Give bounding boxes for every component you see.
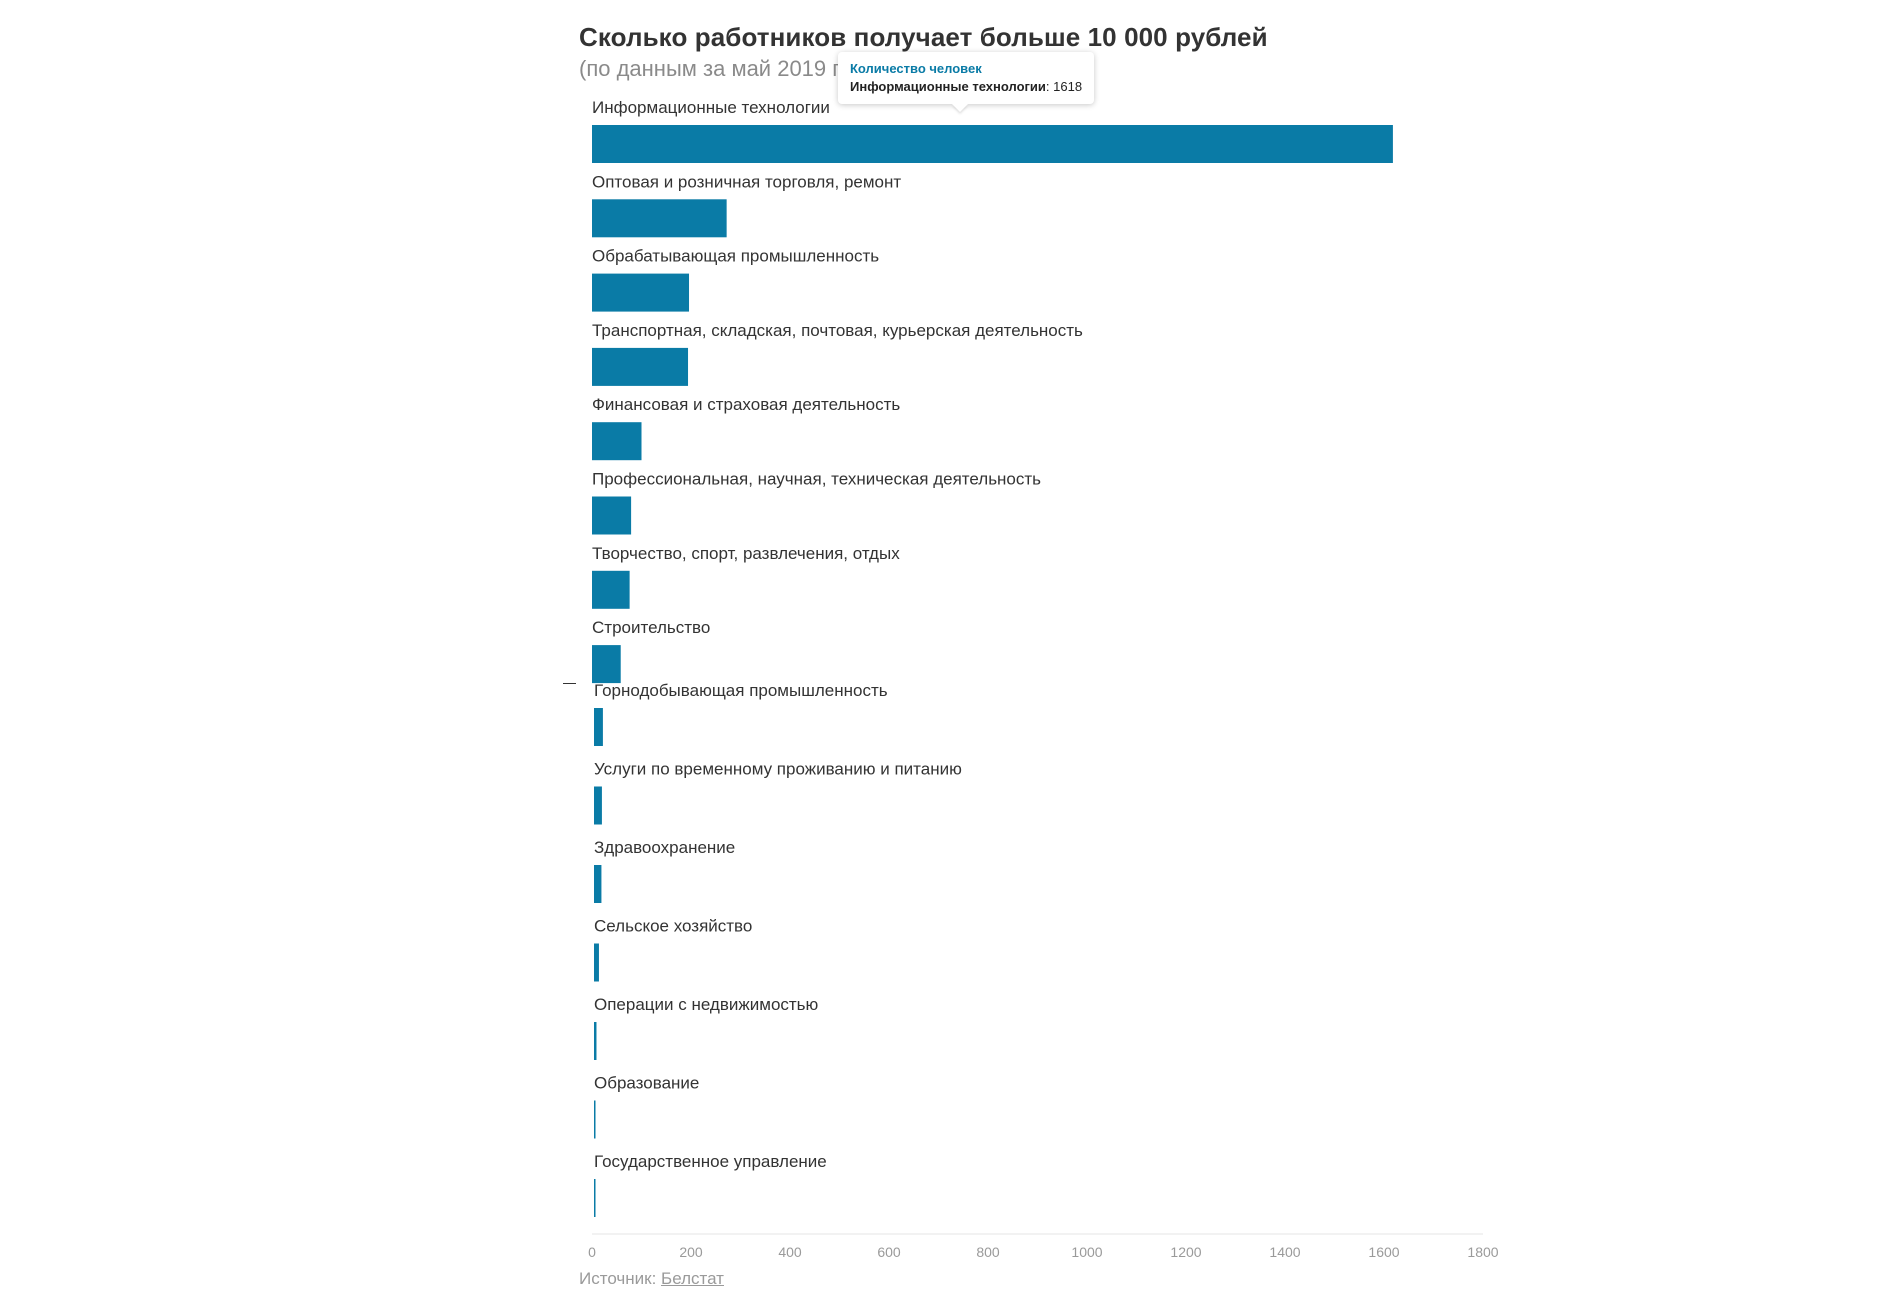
x-tick-label: 1800 <box>1467 1244 1498 1260</box>
tooltip-separator: : <box>1045 79 1054 94</box>
bar[interactable] <box>592 422 642 461</box>
bar[interactable] <box>592 570 630 609</box>
bar[interactable] <box>592 273 690 312</box>
tooltip-row: Информационные технологии: 1618 <box>850 79 1082 94</box>
x-tick-label: 600 <box>877 1244 901 1260</box>
source-note: Источник: Белстат <box>579 1269 724 1289</box>
bar[interactable] <box>594 865 602 903</box>
category-label: Строительство <box>592 618 710 637</box>
x-axis: 0 200 400 600 800 1000 1200 1400 1600 1800 <box>588 1233 1499 1260</box>
bar[interactable] <box>592 645 621 684</box>
source-link[interactable]: Белстат <box>661 1269 724 1288</box>
tooltip-arrow <box>952 104 968 112</box>
bar[interactable] <box>594 786 602 825</box>
x-tick-label: 1600 <box>1368 1244 1399 1260</box>
category-label: Услуги по временному проживанию и питани… <box>594 760 962 779</box>
category-label: Сельское хозяйство <box>594 917 752 936</box>
bar[interactable] <box>594 708 603 746</box>
x-tick-label: 1400 <box>1269 1244 1300 1260</box>
tooltip-value: 1618 <box>1053 79 1083 94</box>
category-label: Государственное управление <box>594 1152 827 1171</box>
bar[interactable] <box>592 199 727 238</box>
category-label: Обрабатывающая промышленность <box>592 247 879 266</box>
category-label: Транспортная, складская, почтовая, курье… <box>592 321 1083 340</box>
bar[interactable] <box>594 1100 596 1139</box>
x-tick-label: 800 <box>976 1244 1000 1260</box>
category-label: Профессиональная, научная, техническая д… <box>592 470 1041 489</box>
category-label: Операции с недвижимостью <box>594 995 819 1014</box>
dash-mark <box>563 683 576 684</box>
bar[interactable] <box>594 1179 596 1217</box>
tooltip-title: Количество человек <box>850 61 982 76</box>
category-label: Финансовая и страховая деятельность <box>592 395 900 414</box>
x-tick-label: 0 <box>588 1244 596 1260</box>
chart-tooltip: Количество человек Информационные технол… <box>838 52 1095 112</box>
source-label: Источник: <box>579 1269 662 1288</box>
category-label: Оптовая и розничная торговля, ремонт <box>592 172 901 191</box>
x-tick-label: 200 <box>679 1244 703 1260</box>
x-tick-label: 1200 <box>1170 1244 1201 1260</box>
bar[interactable] <box>594 1022 597 1060</box>
chart-title: Сколько работников получает больше 10 00… <box>579 22 1268 52</box>
bar[interactable] <box>594 943 599 982</box>
category-label: Здравоохранение <box>594 838 735 857</box>
chart-subtitle: (по данным за май 2019 г <box>579 56 841 81</box>
category-label: Информационные технологии <box>592 98 830 117</box>
bar[interactable] <box>592 347 689 386</box>
tooltip-category: Информационные технологии <box>850 79 1046 94</box>
x-tick-label: 1000 <box>1071 1244 1102 1260</box>
category-label: Горнодобывающая промышленность <box>594 681 888 700</box>
x-tick-label: 400 <box>778 1244 802 1260</box>
category-label: Творчество, спорт, развлечения, отдых <box>592 544 900 563</box>
category-labels-layer: Информационные технологии Оптовая и розни… <box>592 98 1083 1171</box>
category-label: Образование <box>594 1074 699 1093</box>
bar[interactable] <box>592 496 632 535</box>
bars-layer <box>592 125 1393 1217</box>
bar[interactable] <box>592 125 1393 163</box>
